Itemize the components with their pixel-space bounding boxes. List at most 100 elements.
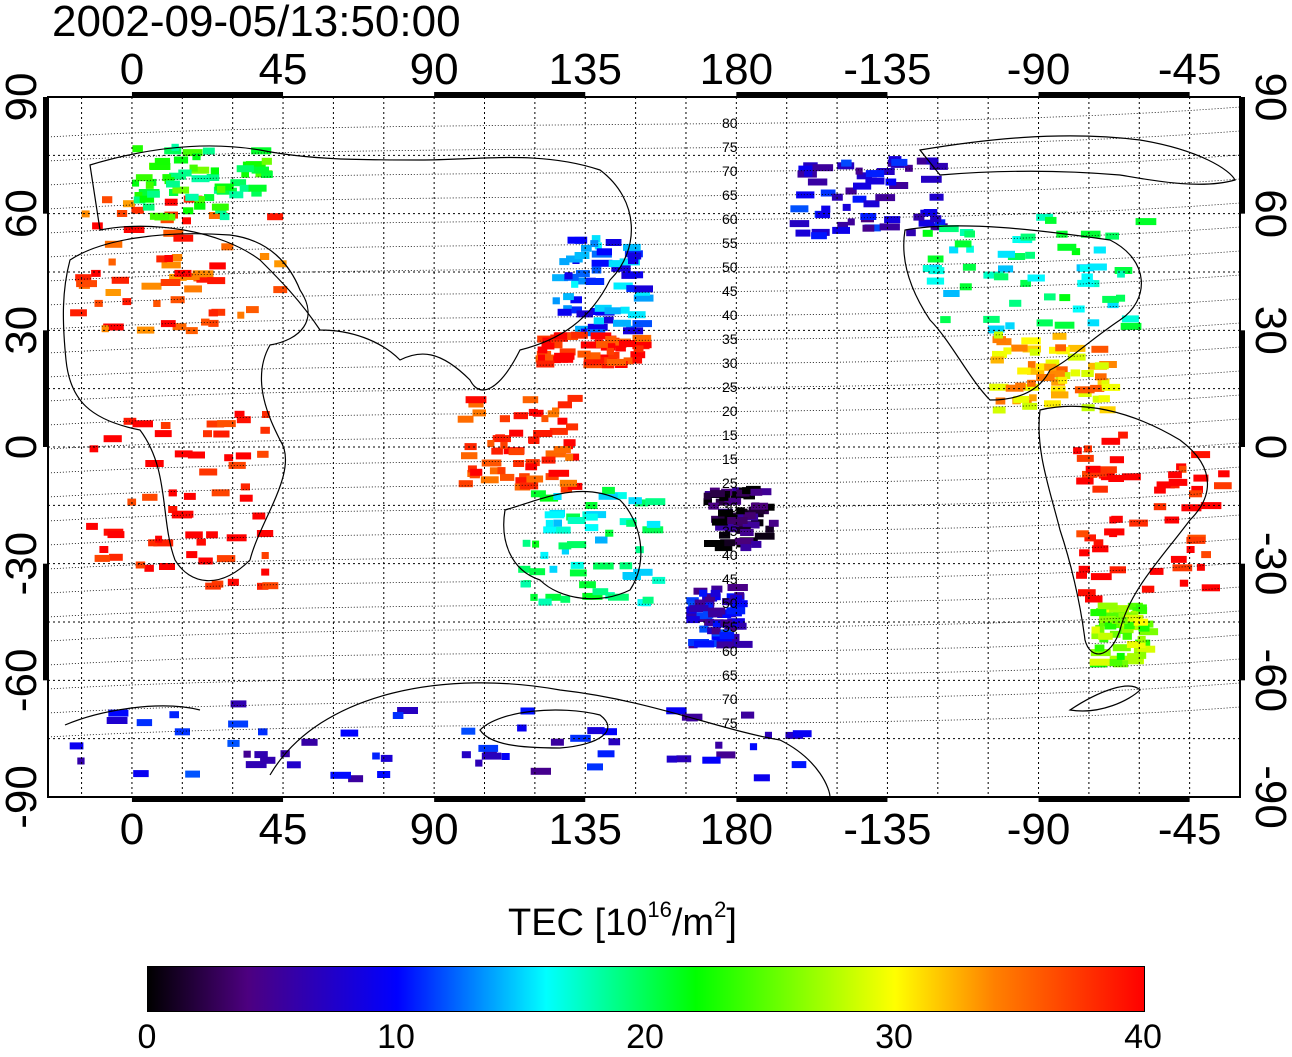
tec-cell (1027, 361, 1036, 369)
tec-cell (704, 540, 725, 547)
tec-cell (1137, 645, 1156, 653)
tec-cell (330, 771, 351, 779)
tec-cell (243, 750, 251, 758)
tec-cell (1095, 373, 1107, 381)
tec-cell (480, 476, 499, 484)
tec-cell (676, 755, 692, 763)
tec-cell (1218, 470, 1230, 478)
tec-cell (962, 263, 976, 271)
tec-cell (865, 170, 885, 178)
mlat-contour (47, 346, 1241, 378)
tec-cell (537, 346, 548, 354)
tec-cell (397, 707, 418, 714)
tec-cell (1013, 395, 1029, 403)
tec-colorbar (147, 966, 1145, 1012)
left-lat-label: 60 (0, 189, 46, 238)
tec-cell (730, 603, 745, 610)
tec-cell (235, 452, 252, 460)
tec-cell (257, 450, 269, 458)
tec-cell (632, 320, 652, 328)
tec-cell (1149, 567, 1164, 575)
tec-cell (633, 345, 644, 353)
tec-cell (468, 400, 484, 408)
tec-cell (519, 482, 539, 490)
left-lat-label: -30 (0, 532, 46, 596)
left-lat-label: -90 (0, 765, 46, 829)
tec-cell (549, 427, 568, 435)
tec-cell (204, 194, 215, 202)
tec-cell (798, 165, 815, 173)
tec-cell (1092, 395, 1102, 403)
bottom-longitude-labels: 0 45 90 135 180 -135 -90 -45 (120, 805, 1222, 854)
tec-cell (1124, 622, 1135, 630)
tec-cell (711, 585, 723, 593)
tec-cell (258, 728, 268, 736)
tec-cell (702, 756, 721, 764)
tec-cell (132, 179, 140, 187)
mlat-contour (47, 106, 1241, 138)
tec-cell (206, 531, 218, 539)
tec-cell (1079, 264, 1090, 272)
tec-cell (563, 439, 576, 447)
bottom-scale-segment (1038, 797, 1190, 802)
tec-cell (1074, 386, 1095, 394)
tec-cell (149, 212, 170, 220)
tec-cell (856, 172, 872, 180)
tec-cell (216, 187, 237, 195)
tec-cell (606, 358, 627, 366)
tec-cell (1021, 337, 1041, 345)
tec-cell (174, 728, 190, 736)
tec-cell (597, 750, 615, 758)
tec-cell (792, 730, 812, 738)
tec-cell (208, 212, 228, 219)
colorbar-title: TEC [1016/m2] (508, 897, 737, 945)
tec-cell (750, 488, 763, 496)
tec-cell (182, 217, 191, 225)
tec-cell (206, 174, 220, 181)
tec-cell (598, 492, 618, 500)
mlat-label: 35 (722, 523, 738, 539)
lat-lon-grid (48, 97, 1240, 797)
tec-cell (570, 296, 582, 304)
tec-cell (1122, 473, 1141, 481)
tec-cell (1105, 232, 1119, 240)
tec-cell (591, 266, 602, 274)
tec-cell (576, 270, 590, 278)
tec-cell (183, 207, 194, 215)
tec-cell (1076, 477, 1094, 485)
tec-cell (1024, 383, 1039, 391)
tec-cell (804, 169, 813, 177)
mlat-label: 65 (722, 187, 738, 203)
tec-cell (939, 225, 959, 233)
tec-cell (606, 347, 614, 355)
tec-cell (1104, 622, 1117, 630)
tec-cell (267, 213, 284, 221)
tec-cell (740, 529, 754, 536)
tec-cell (1059, 294, 1071, 302)
tec-cell (108, 709, 129, 717)
left-latitude-labels: 90 60 30 0 -30 -60 -90 (0, 73, 46, 829)
tec-cell (686, 616, 700, 624)
tec-cell (132, 145, 143, 153)
tec-cell (377, 771, 391, 778)
tec-cell (845, 187, 857, 195)
tec-cell (570, 561, 584, 569)
tec-cell (1094, 644, 1105, 652)
tec-cell (764, 731, 772, 739)
tec-cell (134, 192, 143, 199)
tec-cell (613, 319, 631, 327)
tec-cell (540, 355, 551, 363)
tec-cell (261, 568, 270, 576)
mlat-contour (47, 130, 1241, 162)
right-scale-segment (1240, 97, 1245, 214)
tec-cell (1035, 363, 1049, 371)
tec-cell (567, 236, 588, 244)
tec-cell (520, 580, 531, 588)
mlat-contour (47, 586, 1241, 618)
tec-cell (1011, 344, 1028, 352)
tec-cell (472, 409, 486, 417)
tec-cell (1201, 551, 1211, 559)
tec-cell (928, 267, 945, 275)
tec-cell (733, 622, 747, 630)
tec-cell (994, 331, 1003, 339)
